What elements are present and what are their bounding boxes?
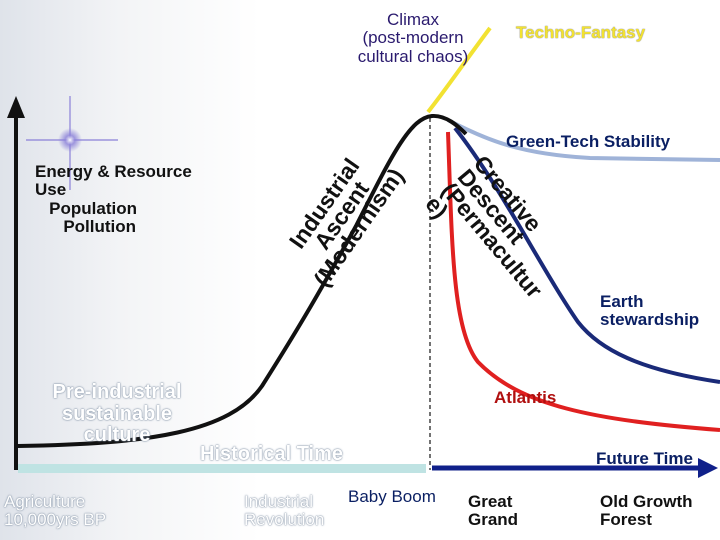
techno-fantasy-curve — [426, 26, 492, 114]
future-time-label: Future Time — [596, 449, 693, 468]
techno-fantasy-label: Techno-Fantasy — [516, 23, 646, 42]
y-axis-arrowhead — [7, 96, 25, 118]
great-grand-label: Great Grand — [468, 492, 519, 530]
pre-industrial-label: Pre-industrial sustainable culture — [52, 381, 182, 447]
industrial-revolution-label: Industrial Revolution — [244, 492, 325, 530]
green-tech-curve — [447, 118, 720, 162]
green-tech-label: Green-Tech Stability — [506, 132, 671, 151]
baby-boom-label: Baby Boom — [348, 487, 436, 506]
old-growth-forest-label: Old Growth Forest — [600, 492, 693, 530]
future-time-arrowhead — [698, 458, 718, 478]
earth-stewardship-label: Earth stewardship — [600, 292, 700, 330]
atlantis-curve — [446, 131, 720, 432]
main-energy-curve — [17, 113, 468, 448]
climax-label: Climax (post-modern cultural chaos) — [357, 10, 469, 66]
sparkle-icon — [26, 96, 118, 190]
earth-stewardship-curve — [453, 126, 720, 384]
historical-time-label: Historical Time — [200, 443, 344, 465]
historical-time-arrow — [18, 464, 426, 473]
atlantis-label: Atlantis — [494, 388, 557, 407]
agriculture-label: Agriculture 10,000yrs BP — [4, 492, 107, 530]
resource-use-legend: Energy & Resource Use Population Polluti… — [35, 162, 192, 237]
